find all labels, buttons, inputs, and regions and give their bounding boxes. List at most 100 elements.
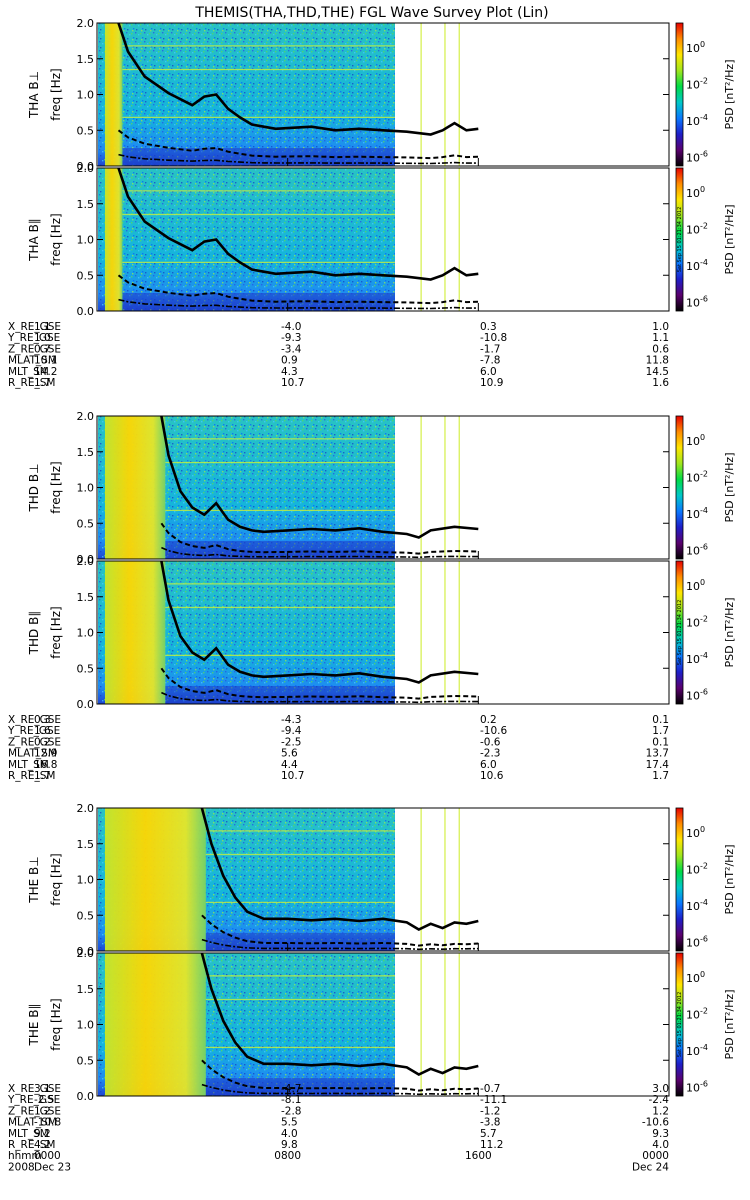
colorbar-tick-label: 10-4 <box>686 651 708 666</box>
colorbar-tick-label: 10-4 <box>686 113 708 128</box>
y-tick-label: 0.5 <box>77 909 95 922</box>
colorbar-tick-label: 100 <box>686 970 705 985</box>
spectrogram-panel: 0.0 0.5 1.0 1.5 2.0 THD B∥ freq [Hz] <box>27 555 670 711</box>
ephemeris-value: 12.9 <box>34 748 57 760</box>
ephemeris-value: 4.2 <box>34 1139 51 1151</box>
gyrofrequency-curve <box>200 952 479 1076</box>
y-tick-label: 2.0 <box>77 802 95 815</box>
high-power-region <box>105 561 166 704</box>
ephemeris-value: 0.3 <box>480 321 497 333</box>
ephemeris-label: X_RE_GSE <box>8 714 61 726</box>
colorbar-tick-label: 10-6 <box>686 543 708 558</box>
y-tick-label: 1.0 <box>77 874 95 887</box>
spectrogram-noise <box>98 23 395 166</box>
y-tick-label: 1.5 <box>77 983 95 996</box>
ephemeris-value: 11.8 <box>646 355 669 367</box>
colorbar-gradient <box>675 952 684 1097</box>
ephemeris-value: 4.4 <box>281 759 298 771</box>
ephemeris-value: -2.3 <box>480 748 501 760</box>
y-tick-label: 2.0 <box>77 410 95 423</box>
colorbar-tick-label: 10-6 <box>686 1080 708 1095</box>
ephemeris-value: 1.2 <box>34 1105 51 1117</box>
ephemeris-value: -2.5 <box>281 736 302 748</box>
ephemeris-value: 1.0 <box>34 332 51 344</box>
colorbar: 100 10-2 10-4 10-6 PSD [nT²/Hz] Sat Sep 15 01… <box>675 560 736 705</box>
colorbar-label: PSD [nT²/Hz] <box>723 204 736 274</box>
half-gyrofrequency-curve <box>117 274 479 305</box>
colorbar: 100 10-2 10-4 10-6 PSD [nT²/Hz] <box>675 22 736 167</box>
y-axis-label: freq [Hz] <box>49 606 63 658</box>
half-gyrofrequency-curve <box>160 667 479 700</box>
y-tick-label: 2.0 <box>77 162 95 175</box>
ephemeris-value: 3.0 <box>652 1083 669 1095</box>
colorbar-label: PSD [nT²/Hz] <box>723 59 736 129</box>
ephemeris-value: 4.0 <box>652 1139 669 1151</box>
spectrogram-panel: 0.0 0.5 1.0 1.5 2.0 THE B∥ freq [Hz] <box>27 947 670 1103</box>
colorbar-tick-label: 10-4 <box>686 258 708 273</box>
ephemeris-label: Z_RE_GSE <box>8 736 61 748</box>
y-tick-label: 0.5 <box>77 517 95 530</box>
y-tick-label: 0.5 <box>77 124 95 137</box>
ephemeris-value: 1.1 <box>652 332 669 344</box>
ephemeris-label: R_RE_SM <box>8 770 55 782</box>
time-axis-label: hhmm <box>8 1150 42 1162</box>
low-frequency-band <box>205 933 395 951</box>
ephemeris-value: 1.7 <box>652 770 669 782</box>
spectrogram-panel: 0.0 0.5 1.0 1.5 2.0 THA B⊥ freq [Hz] <box>27 17 670 173</box>
time-tick-label: 1600 <box>465 1150 492 1162</box>
time-tick-label: 0000 <box>642 1150 669 1162</box>
colorbar: 100 10-2 10-4 10-6 PSD [nT²/Hz] <box>675 807 736 952</box>
ephemeris-value: 17.4 <box>646 759 670 771</box>
y-tick-label: 0.5 <box>77 662 95 675</box>
y-tick-label: 0.0 <box>77 1090 95 1103</box>
ephemeris-value: 4.0 <box>281 1128 298 1140</box>
plot-title: THEMIS(THA,THD,THE) FGL Wave Survey Plot… <box>194 5 548 21</box>
y-axis-label: freq [Hz] <box>49 213 63 265</box>
ephemeris-value: 1.2 <box>652 1105 669 1117</box>
colorbar-label: PSD [nT²/Hz] <box>723 844 736 914</box>
y-tick-label: 0.5 <box>77 269 95 282</box>
ephemeris-label: Z_RE_GSE <box>8 1105 61 1117</box>
y-tick-label: 1.5 <box>77 591 95 604</box>
ephemeris-value: 6.0 <box>480 366 497 378</box>
ephemeris-value: 6.0 <box>480 759 497 771</box>
ephemeris-value: 14.2 <box>34 366 57 378</box>
y-tick-label: 1.5 <box>77 838 95 851</box>
ephemeris-value: 1.7 <box>652 725 669 737</box>
high-power-region <box>105 953 206 1096</box>
colorbar-tick-label: 10-2 <box>686 470 708 485</box>
ephemeris-value: 1.1 <box>34 321 51 333</box>
y-tick-label: 1.5 <box>77 446 95 459</box>
colorbar-gradient <box>675 560 684 705</box>
ephemeris-value: -9.4 <box>281 725 302 737</box>
colorbar-gradient <box>675 22 684 167</box>
ephemeris-value: 9.2 <box>34 1128 51 1140</box>
y-tick-label: 1.0 <box>77 627 95 640</box>
ephemeris-label: Y_RE_GSE <box>7 332 60 344</box>
ephemeris-value: 9.3 <box>652 1128 669 1140</box>
colorbar-tick-label: 10-2 <box>686 862 708 877</box>
timestamp: Sat Sep 15 01:21:34 2012 <box>677 992 683 1058</box>
colorbar-tick-label: 10-2 <box>686 222 708 237</box>
spectrogram-panel: 0.0 0.5 1.0 1.5 2.0 THE B⊥ freq [Hz] <box>27 802 670 958</box>
colorbar-label: PSD [nT²/Hz] <box>723 597 736 667</box>
panel-name: THE B⊥ <box>27 856 41 903</box>
ion-gyrofrequency-curve <box>161 691 479 704</box>
ephemeris-value: -0.7 <box>480 1083 501 1095</box>
colorbar-gradient <box>675 807 684 952</box>
panel-name: THA B∥ <box>27 218 41 262</box>
ephemeris-value: -7.8 <box>480 355 501 367</box>
ephemeris-value: -4.0 <box>281 321 302 333</box>
ephemeris-value: 1.6 <box>34 725 51 737</box>
ephemeris-value: 1.6 <box>652 377 669 389</box>
colorbar-tick-label: 100 <box>686 185 705 200</box>
colorbar-tick-label: 100 <box>686 40 705 55</box>
spectrogram-panel: 0.0 0.5 1.0 1.5 2.0 THA B∥ freq [Hz] <box>27 162 670 318</box>
ephemeris-value: 0.9 <box>281 355 298 367</box>
colorbar-gradient <box>675 167 684 312</box>
time-tick-label: 0000 <box>34 1150 61 1162</box>
ephemeris-value: -9.3 <box>281 332 302 344</box>
panel-name: THA B⊥ <box>27 71 41 119</box>
